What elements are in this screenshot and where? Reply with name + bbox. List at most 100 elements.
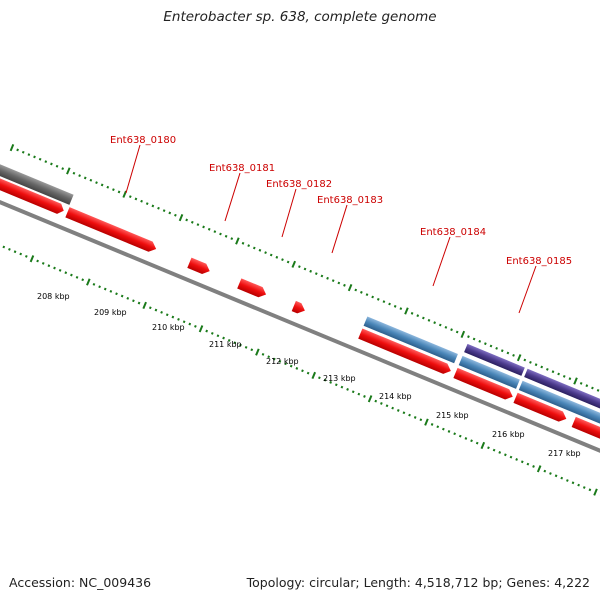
minor-tick: [382, 300, 386, 304]
minor-tick: [162, 209, 166, 213]
minor-tick: [168, 211, 172, 215]
minor-tick: [89, 178, 93, 182]
minor-tick: [261, 353, 265, 356]
gene-feature-blue: [458, 355, 520, 389]
major-tick: [86, 278, 91, 286]
minor-tick: [515, 458, 518, 461]
minor-tick: [258, 248, 262, 252]
minor-tick: [128, 195, 132, 199]
minor-tick: [557, 372, 560, 376]
minor-tick: [585, 384, 589, 388]
minor-tick: [38, 157, 42, 161]
minor-tick: [314, 272, 318, 276]
cds-arrow: [453, 367, 513, 400]
minor-tick: [151, 204, 155, 208]
cds-arrow: [0, 177, 64, 214]
gene-label: Ent638_0182: [266, 179, 332, 190]
minor-tick: [275, 255, 279, 259]
minor-tick: [329, 381, 333, 384]
minor-tick: [455, 330, 459, 334]
minor-tick: [202, 225, 205, 229]
minor-tick: [520, 460, 524, 464]
minor-tick: [388, 302, 391, 306]
minor-tick: [399, 307, 403, 311]
minor-tick: [410, 311, 414, 315]
minor-tick: [227, 339, 231, 342]
minor-tick: [413, 416, 417, 419]
minor-tick: [430, 423, 434, 426]
minor-tick: [416, 314, 420, 318]
cds-arrow: [571, 416, 600, 452]
minor-tick: [295, 367, 299, 370]
minor-tick: [205, 329, 209, 333]
minor-tick: [512, 353, 515, 357]
minor-tick: [540, 365, 544, 369]
minor-tick: [174, 213, 177, 217]
minor-tick: [444, 325, 448, 329]
minor-tick: [529, 360, 532, 364]
cds-arrow: [358, 328, 451, 374]
minor-tick: [165, 313, 169, 317]
kbp-label: 213 kbp: [323, 374, 356, 383]
major-tick: [367, 395, 373, 403]
minor-tick: [252, 246, 256, 250]
minor-tick: [64, 271, 68, 275]
kbp-label: 209 kbp: [94, 308, 127, 317]
minor-tick: [2, 245, 6, 249]
minor-tick: [157, 206, 160, 210]
minor-tick: [126, 296, 130, 300]
genome-backbone: [0, 192, 600, 464]
minor-tick: [560, 476, 564, 480]
minor-tick: [24, 254, 28, 258]
minor-tick: [303, 267, 307, 271]
minor-tick: [334, 383, 338, 387]
minor-tick: [346, 388, 349, 391]
minor-tick: [13, 250, 17, 254]
minor-tick: [487, 446, 490, 450]
minor-tick: [331, 279, 335, 283]
minor-tick: [504, 453, 507, 457]
minor-tick: [134, 197, 138, 201]
major-tick: [573, 377, 578, 385]
major-tick: [9, 143, 15, 152]
minor-tick: [182, 320, 186, 324]
minor-tick: [230, 237, 234, 241]
major-tick: [516, 354, 522, 362]
minor-tick: [498, 451, 502, 454]
minor-tick: [216, 334, 220, 338]
minor-tick: [478, 339, 482, 343]
cds-arrow: [237, 278, 267, 298]
minor-tick: [50, 162, 53, 166]
minor-tick: [571, 481, 575, 485]
major-tick: [291, 260, 297, 268]
minor-tick: [543, 469, 547, 473]
minor-tick: [475, 441, 479, 445]
minor-tick: [284, 362, 287, 366]
cds-arrow: [65, 207, 157, 252]
leader-line: [224, 172, 241, 222]
minor-tick: [438, 323, 442, 327]
minor-tick: [106, 185, 110, 189]
kbp-label: 217 kbp: [548, 449, 581, 458]
minor-tick: [95, 181, 98, 185]
minor-tick: [289, 364, 293, 368]
minor-tick: [433, 321, 436, 325]
major-tick: [66, 167, 71, 175]
minor-tick: [264, 251, 267, 255]
major-tick: [593, 488, 598, 496]
minor-tick: [115, 292, 118, 296]
minor-tick: [298, 265, 301, 269]
gray-feature: [0, 161, 74, 205]
minor-tick: [442, 427, 445, 431]
kbp-label: 212 kbp: [266, 357, 299, 366]
minor-tick: [33, 155, 36, 159]
minor-tick: [98, 285, 101, 289]
minor-tick: [61, 167, 65, 170]
minor-tick: [326, 276, 329, 280]
gene-label: Ent638_0181: [209, 163, 275, 174]
minor-tick: [75, 275, 79, 279]
minor-tick: [582, 486, 586, 489]
kbp-label: 211 kbp: [209, 340, 242, 349]
minor-tick: [81, 278, 85, 282]
minor-tick: [489, 344, 493, 348]
